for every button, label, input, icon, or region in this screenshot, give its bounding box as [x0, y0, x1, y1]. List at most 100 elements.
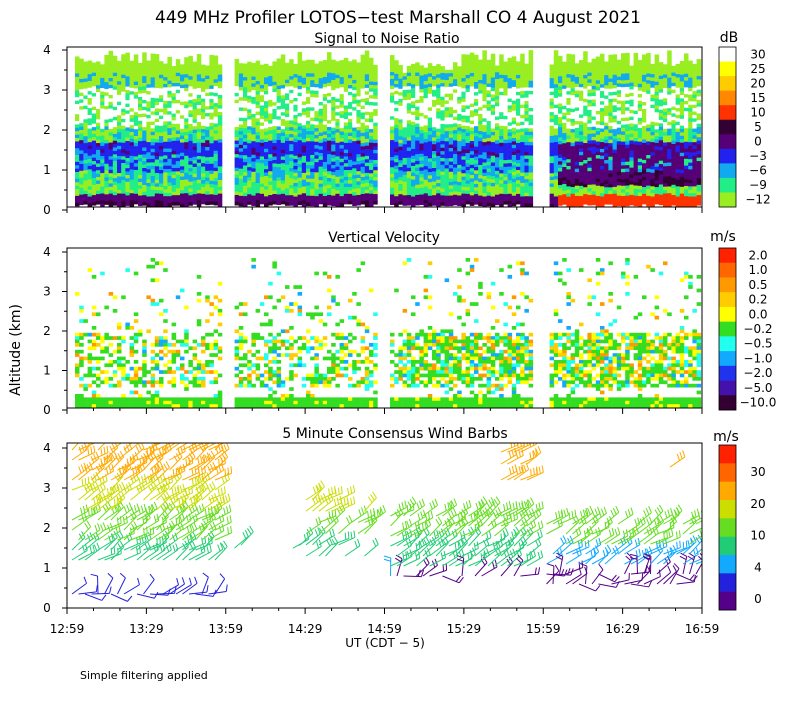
- heatmap-cell: [486, 117, 492, 122]
- heatmap-cell: [301, 115, 307, 119]
- heatmap-cell: [486, 137, 492, 142]
- heatmap-cell: [394, 152, 399, 156]
- heatmap-cell: [427, 69, 433, 74]
- heatmap-cell: [507, 125, 513, 130]
- heatmap-cell: [129, 132, 135, 136]
- heatmap-cell: [91, 181, 97, 186]
- heatmap-cell: [154, 67, 160, 72]
- heatmap-cell: [482, 104, 487, 109]
- heatmap-cell: [364, 135, 370, 140]
- heatmap-cell: [234, 137, 240, 141]
- heatmap-cell: [587, 154, 592, 158]
- heatmap-cell: [583, 132, 588, 137]
- heatmap-cell: [427, 131, 433, 135]
- heatmap-cell: [516, 74, 521, 79]
- heatmap-cell: [285, 191, 290, 196]
- heatmap-cell: [520, 196, 525, 201]
- heatmap-cell: [440, 181, 445, 186]
- heatmap-cell: [310, 141, 315, 146]
- heatmap-cell: [562, 92, 567, 96]
- heatmap-cell: [436, 84, 441, 89]
- heatmap-cell: [285, 123, 290, 128]
- heatmap-cell: [188, 93, 193, 97]
- heatmap-cell: [394, 90, 399, 95]
- heatmap-cell: [583, 68, 588, 72]
- heatmap-cell: [201, 91, 206, 96]
- heatmap-cell: [369, 173, 374, 178]
- heatmap-cell: [117, 193, 122, 198]
- heatmap-cell: [163, 182, 168, 187]
- heatmap-cell: [112, 201, 118, 206]
- heatmap-cell: [423, 166, 429, 170]
- heatmap-cell: [335, 203, 340, 207]
- heatmap-cell: [352, 192, 357, 196]
- heatmap-cell: [390, 174, 395, 178]
- heatmap-cell: [335, 186, 340, 191]
- heatmap-cell: [348, 95, 353, 99]
- heatmap-cell: [297, 133, 303, 138]
- heatmap-cell: [251, 79, 256, 84]
- heatmap-cell: [234, 160, 240, 165]
- heatmap-cell: [574, 80, 580, 85]
- heatmap-cell: [243, 158, 248, 163]
- heatmap-cell: [343, 95, 349, 99]
- heatmap-cell: [171, 188, 177, 193]
- heatmap-cell: [138, 90, 143, 94]
- heatmap-cell: [289, 123, 294, 128]
- heatmap-cell: [503, 68, 508, 73]
- heatmap-cell: [482, 176, 487, 180]
- heatmap-cell: [238, 76, 244, 81]
- heatmap-cell: [79, 143, 84, 148]
- heatmap-cell: [570, 54, 576, 59]
- heatmap-cell: [159, 108, 164, 113]
- heatmap-cell: [444, 69, 450, 74]
- heatmap-cell: [83, 149, 88, 154]
- heatmap-cell: [583, 197, 588, 202]
- heatmap-cell: [167, 138, 172, 143]
- heatmap-cell: [369, 64, 374, 69]
- heatmap-cell: [553, 169, 559, 173]
- heatmap-cell: [415, 75, 420, 80]
- heatmap-cell: [427, 103, 433, 108]
- heatmap-cell: [457, 195, 462, 200]
- heatmap-cell: [448, 113, 454, 118]
- heatmap-cell: [272, 119, 277, 123]
- heatmap-cell: [411, 77, 416, 82]
- heatmap-cell: [75, 124, 80, 129]
- heatmap-cell: [339, 151, 345, 156]
- heatmap-cell: [457, 93, 462, 98]
- heatmap-cell: [327, 116, 332, 121]
- heatmap-cell: [100, 203, 105, 207]
- heatmap-cell: [209, 61, 214, 66]
- heatmap-cell: [469, 144, 475, 149]
- heatmap-cell: [600, 67, 605, 71]
- heatmap-cell: [234, 82, 240, 87]
- heatmap-cell: [486, 59, 492, 64]
- heatmap-cell: [251, 144, 256, 149]
- heatmap-cell: [289, 181, 294, 186]
- heatmap-cell: [511, 107, 517, 112]
- heatmap-cell: [318, 197, 324, 201]
- heatmap-cell: [440, 154, 445, 159]
- heatmap-cell: [453, 130, 458, 134]
- heatmap-cell: [394, 165, 399, 170]
- heatmap-cell: [196, 98, 202, 102]
- heatmap-cell: [553, 80, 559, 85]
- heatmap-cell: [213, 120, 219, 124]
- heatmap-cell: [520, 67, 525, 71]
- heatmap-cell: [520, 169, 525, 173]
- heatmap-cell: [171, 113, 177, 118]
- heatmap-cell: [306, 76, 311, 81]
- heatmap-cell: [469, 113, 475, 118]
- heatmap-cell: [511, 124, 517, 129]
- heatmap-cell: [579, 182, 584, 187]
- heatmap-cell: [490, 179, 496, 184]
- heatmap-cell: [398, 167, 403, 171]
- heatmap-cell: [360, 115, 366, 120]
- heatmap-cell: [448, 192, 454, 196]
- heatmap-cell: [138, 62, 143, 67]
- heatmap-cell: [369, 81, 374, 86]
- heatmap-cell: [511, 188, 517, 193]
- heatmap-cell: [138, 147, 143, 152]
- heatmap-cell: [331, 69, 336, 74]
